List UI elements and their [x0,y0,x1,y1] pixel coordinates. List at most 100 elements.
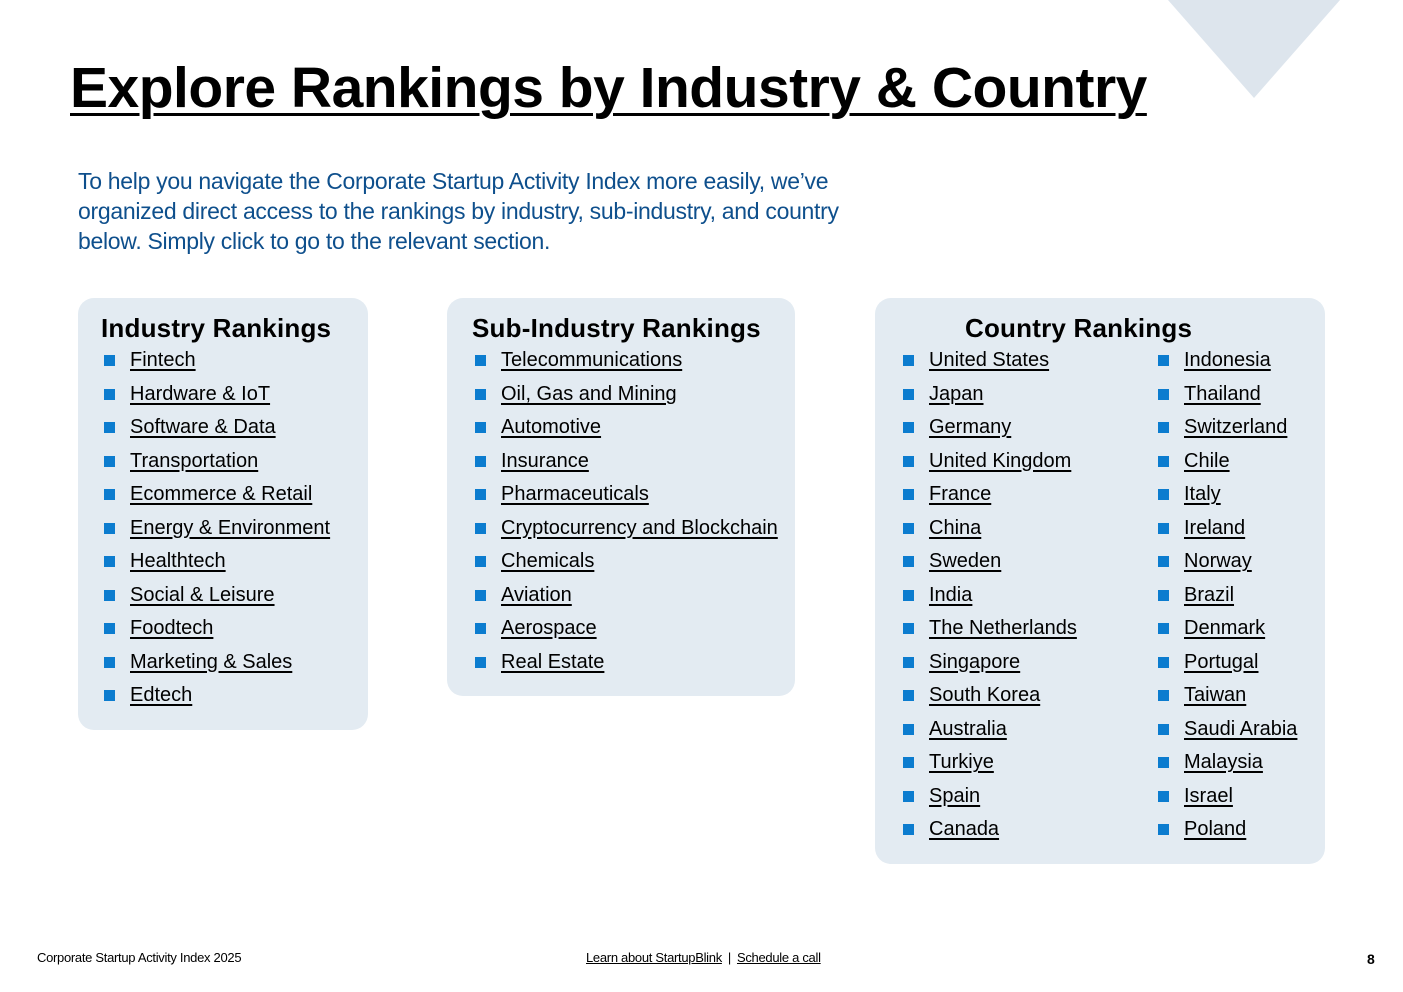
list-item: China [900,512,1155,546]
footer-doc-name: Corporate Startup Activity Index 2025 [37,950,242,965]
country-link[interactable]: Japan [929,382,984,405]
country-link[interactable]: Italy [1184,483,1221,506]
country-link[interactable]: Turkiye [929,751,994,774]
square-bullet-icon [1158,355,1169,367]
square-bullet-icon [903,489,914,501]
country-link[interactable]: Sweden [929,550,1002,573]
list-item: Chile [1155,445,1297,479]
country-link[interactable]: Indonesia [1184,349,1271,372]
list-item: Canada [900,813,1155,847]
country-link[interactable]: Thailand [1184,382,1261,405]
sub-industry-link[interactable]: Chemicals [501,550,595,573]
sub-industry-link[interactable]: Aerospace [501,617,597,640]
square-bullet-icon [1158,757,1169,769]
square-bullet-icon [903,556,914,568]
sub-industry-link[interactable]: Real Estate [501,650,605,673]
square-bullet-icon [475,388,486,400]
industry-link[interactable]: Energy & Environment [130,516,331,539]
list-item: Italy [1155,478,1297,512]
sub-industry-link[interactable]: Oil, Gas and Mining [501,382,677,405]
country-link[interactable]: Poland [1184,818,1247,841]
list-item: Switzerland [1155,411,1297,445]
country-link[interactable]: Malaysia [1184,751,1263,774]
square-bullet-icon [1158,489,1169,501]
country-link[interactable]: Brazil [1184,583,1235,606]
country-link[interactable]: Taiwan [1184,684,1247,707]
page-title: Explore Rankings by Industry & Country [70,56,1147,120]
list-item: Healthtech [101,545,368,579]
square-bullet-icon [903,623,914,635]
industry-link[interactable]: Ecommerce & Retail [130,483,313,506]
square-bullet-icon [104,422,115,434]
intro-paragraph: To help you navigate the Corporate Start… [78,168,839,254]
list-item: Norway [1155,545,1297,579]
country-link[interactable]: Spain [929,784,981,807]
country-link[interactable]: Chile [1184,449,1230,472]
learn-about-startupblink-link[interactable]: Learn about StartupBlink [586,950,722,965]
list-item: Poland [1155,813,1297,847]
square-bullet-icon [104,623,115,635]
country-link[interactable]: The Netherlands [929,617,1077,640]
country-link[interactable]: Germany [929,416,1012,439]
list-item: Energy & Environment [101,512,368,546]
list-item: Spain [900,780,1155,814]
square-bullet-icon [1158,690,1169,702]
industry-link[interactable]: Marketing & Sales [130,650,293,673]
square-bullet-icon [475,355,486,367]
industry-link[interactable]: Foodtech [130,617,214,640]
sub-industry-link[interactable]: Aviation [501,583,572,606]
country-link[interactable]: Singapore [929,650,1021,673]
industry-link[interactable]: Social & Leisure [130,583,275,606]
country-link[interactable]: Saudi Arabia [1184,717,1298,740]
square-bullet-icon [104,522,115,534]
country-link[interactable]: China [929,516,982,539]
sub-industry-link[interactable]: Pharmaceuticals [501,483,649,506]
country-link[interactable]: Ireland [1184,516,1246,539]
country-link[interactable]: Switzerland [1184,416,1288,439]
square-bullet-icon [475,623,486,635]
industry-link[interactable]: Fintech [130,349,196,372]
square-bullet-icon [104,455,115,467]
schedule-call-link[interactable]: Schedule a call [736,950,821,965]
sub-industry-link[interactable]: Automotive [501,416,602,439]
country-link[interactable]: Australia [929,717,1007,740]
list-item: Germany [900,411,1155,445]
industry-link[interactable]: Hardware & IoT [130,382,271,405]
industry-link[interactable]: Edtech [130,684,193,707]
industry-link[interactable]: Healthtech [130,550,226,573]
list-item: Israel [1155,780,1297,814]
sub-industry-link[interactable]: Cryptocurrency and Blockchain [501,516,778,539]
square-bullet-icon [475,522,486,534]
country-link[interactable]: Norway [1184,550,1252,573]
sub-industry-link[interactable]: Insurance [501,449,589,472]
list-item: Australia [900,713,1155,747]
industry-link[interactable]: Software & Data [130,416,276,439]
list-item: Sweden [900,545,1155,579]
sub-industry-rankings-card: Sub-Industry Rankings Telecommunications… [447,298,795,696]
square-bullet-icon [1158,623,1169,635]
square-bullet-icon [1158,455,1169,467]
country-link[interactable]: Portugal [1184,650,1259,673]
square-bullet-icon [1158,422,1169,434]
country-link[interactable]: France [929,483,992,506]
country-link[interactable]: Israel [1184,784,1233,807]
list-item: Ecommerce & Retail [101,478,368,512]
industry-list: Fintech Hardware & IoT Software & Data Tran… [101,344,368,713]
country-link[interactable]: Denmark [1184,617,1266,640]
list-item: France [900,478,1155,512]
square-bullet-icon [104,388,115,400]
list-item: Pharmaceuticals [472,478,795,512]
square-bullet-icon [1158,556,1169,568]
country-link[interactable]: Canada [929,818,1000,841]
country-link[interactable]: United States [929,349,1050,372]
square-bullet-icon [475,589,486,601]
list-item: Ireland [1155,512,1297,546]
sub-industry-list: Telecommunications Oil, Gas and Mining Aut… [472,344,795,679]
industry-link[interactable]: Transportation [130,449,259,472]
sub-industry-link[interactable]: Telecommunications [501,349,683,372]
country-rankings-card: Country Rankings United States Japan Germa… [875,298,1325,864]
country-link[interactable]: South Korea [929,684,1041,707]
list-item: Hardware & IoT [101,378,368,412]
country-link[interactable]: India [929,583,973,606]
country-link[interactable]: United Kingdom [929,449,1072,472]
